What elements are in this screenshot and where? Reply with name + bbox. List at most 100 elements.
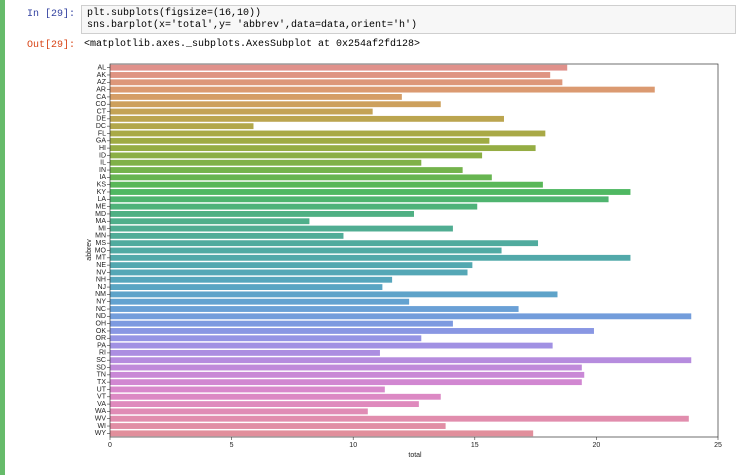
- bar: [110, 145, 536, 152]
- bar: [110, 269, 468, 276]
- y-tick-label: CT: [97, 108, 107, 115]
- y-tick-label: NH: [96, 277, 106, 284]
- y-tick-label: MI: [98, 225, 106, 232]
- y-tick-label: FL: [98, 130, 106, 137]
- bar: [110, 298, 410, 305]
- bar: [110, 342, 553, 349]
- bar: [110, 415, 689, 422]
- bar: [110, 115, 504, 122]
- y-tick-label: KS: [97, 182, 107, 189]
- bar: [110, 93, 402, 100]
- y-tick-label: AL: [97, 65, 106, 72]
- bar: [110, 408, 368, 415]
- y-tick-label: NM: [95, 291, 106, 298]
- y-tick-label: MA: [96, 218, 107, 225]
- code-line: sns.barplot(x='total',y= 'abbrev',data=d…: [87, 20, 418, 31]
- bar: [110, 254, 631, 261]
- y-tick-label: LA: [97, 196, 106, 203]
- y-tick-label: TN: [97, 372, 106, 379]
- y-tick-label: IA: [99, 174, 106, 181]
- x-tick-label: 25: [714, 442, 722, 449]
- y-tick-label: NV: [96, 269, 106, 276]
- y-tick-label: IL: [100, 160, 106, 167]
- bar: [110, 386, 385, 393]
- bar: [110, 357, 692, 364]
- bar: [110, 247, 502, 254]
- x-tick-label: 10: [349, 442, 357, 449]
- bar: [110, 189, 631, 195]
- bar: [110, 101, 441, 108]
- bar: [110, 240, 539, 247]
- x-tick-label: 15: [471, 442, 479, 449]
- y-tick-label: NY: [96, 299, 106, 306]
- bar: [110, 320, 453, 327]
- bar: [110, 137, 490, 144]
- bar: [110, 64, 568, 71]
- bar: [110, 181, 543, 188]
- y-tick-label: KY: [97, 189, 107, 196]
- code-line: plt.subplots(figsize=(16,10)): [87, 8, 262, 19]
- y-tick-label: NE: [96, 262, 106, 269]
- code-cell[interactable]: plt.subplots(figsize=(16,10)) sns.barplo…: [81, 5, 736, 34]
- y-tick-label: DC: [96, 123, 106, 130]
- x-tick-label: 5: [230, 442, 234, 449]
- y-tick-label: UT: [97, 386, 107, 393]
- bar: [110, 196, 609, 203]
- y-tick-label: HI: [99, 145, 106, 152]
- y-tick-label: PA: [97, 342, 106, 349]
- bar: [110, 430, 534, 437]
- output-prompt: Out[29]:: [26, 40, 75, 51]
- bar: [110, 284, 383, 290]
- y-tick-label: NC: [96, 306, 106, 313]
- y-tick-label: WY: [95, 430, 107, 437]
- y-tick-label: VT: [97, 394, 107, 401]
- bar: [110, 218, 310, 225]
- y-tick-label: NJ: [97, 284, 106, 291]
- y-tick-label: MS: [96, 240, 107, 247]
- y-tick-label: GA: [96, 138, 106, 145]
- bar: [110, 306, 519, 312]
- bar: [110, 364, 582, 371]
- y-tick-label: MT: [96, 255, 107, 262]
- y-tick-label: AR: [96, 86, 106, 93]
- y-tick-label: VA: [97, 401, 106, 408]
- y-tick-label: AZ: [97, 79, 107, 86]
- bar: [110, 211, 414, 217]
- y-axis-label: abbrev: [86, 239, 93, 261]
- x-axis-label: total: [408, 452, 422, 459]
- bar: [110, 262, 473, 269]
- bar: [110, 203, 478, 210]
- y-tick-label: SD: [96, 364, 106, 371]
- x-tick-label: 0: [108, 442, 112, 449]
- bar: [110, 232, 344, 239]
- y-tick-label: TX: [97, 379, 106, 386]
- bar: [110, 79, 563, 86]
- bar: [110, 335, 422, 342]
- y-tick-label: ID: [99, 152, 106, 159]
- bar: [110, 379, 582, 386]
- y-tick-label: MO: [95, 247, 107, 254]
- y-tick-label: WV: [95, 416, 107, 423]
- bar: [110, 349, 380, 356]
- bar: [110, 393, 441, 400]
- y-tick-label: OH: [96, 320, 107, 327]
- bar: [110, 174, 492, 181]
- y-tick-label: MN: [95, 233, 106, 240]
- x-tick-label: 20: [593, 442, 601, 449]
- bar: [110, 423, 446, 429]
- y-tick-label: CO: [96, 101, 107, 108]
- y-tick-label: DE: [96, 116, 106, 123]
- y-tick-label: WA: [95, 408, 106, 415]
- y-tick-label: IN: [99, 167, 106, 174]
- y-tick-label: ND: [96, 313, 106, 320]
- bar: [110, 401, 419, 408]
- y-tick-label: MD: [95, 211, 106, 218]
- bar: [110, 159, 422, 166]
- output-text: <matplotlib.axes._subplots.AxesSubplot a…: [84, 39, 421, 50]
- chart: total abbrev ALAKAZARCACOCTDEDCFLGAHIIDI…: [86, 63, 722, 459]
- bar: [110, 130, 546, 137]
- y-tick-label: CA: [96, 94, 106, 101]
- bar: [110, 225, 453, 232]
- bar: [110, 371, 585, 378]
